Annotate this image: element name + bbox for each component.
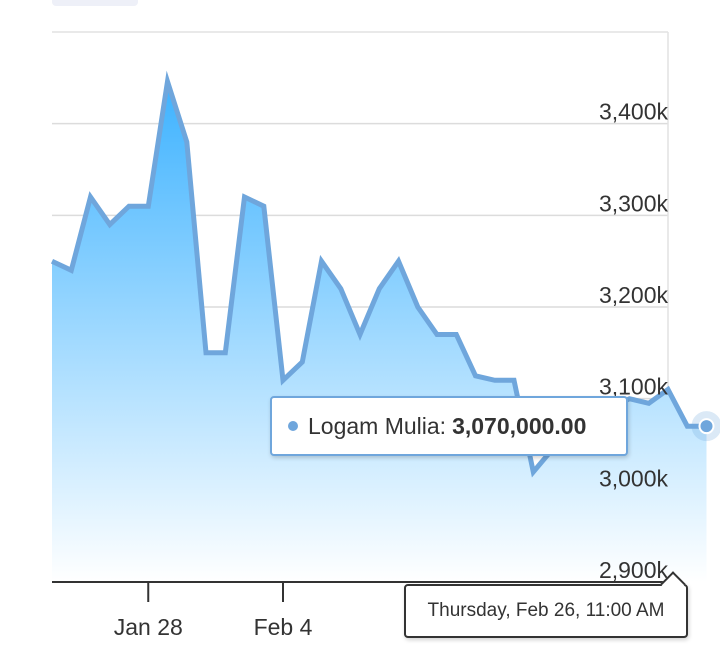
series-marker-dot (288, 421, 298, 431)
data-point (377, 287, 381, 291)
hover-marker[interactable] (698, 418, 715, 435)
x-tick-label: Jan 28 (114, 614, 183, 640)
data-point (108, 223, 112, 227)
data-point (531, 470, 535, 474)
data-point (146, 204, 150, 208)
data-point (89, 195, 93, 199)
range-selector-button[interactable] (52, 0, 138, 6)
y-tick-label: 3,400k (599, 99, 669, 125)
data-point (127, 204, 131, 208)
data-point (204, 351, 208, 355)
series-area-fill (52, 81, 707, 582)
data-point (358, 333, 362, 337)
data-point (454, 333, 458, 337)
y-tick-label: 3,200k (599, 282, 669, 308)
data-point (339, 287, 343, 291)
data-point (512, 378, 516, 382)
series-tooltip: Logam Mulia: 3,070,000.00 (270, 396, 628, 456)
data-point (300, 360, 304, 364)
x-tick-label: Feb 4 (254, 614, 313, 640)
data-point (243, 195, 247, 199)
data-point (262, 204, 266, 208)
data-point (435, 333, 439, 337)
tooltip-date: Thursday, Feb 26, 11:00 AM (427, 600, 665, 621)
y-tick-label: 3,300k (599, 190, 669, 216)
data-point (320, 259, 324, 263)
data-point (281, 378, 285, 382)
tooltip-series-name: Logam Mulia: (308, 412, 447, 439)
y-tick-label: 3,100k (599, 374, 669, 400)
data-point (474, 374, 478, 378)
tooltip-value: 3,070,000.00 (452, 412, 587, 439)
data-point (223, 351, 227, 355)
y-tick-label: 3,000k (599, 465, 669, 491)
data-point (166, 80, 170, 84)
data-point (69, 268, 73, 272)
data-point (185, 140, 189, 144)
data-point (50, 259, 54, 263)
data-point (685, 424, 689, 428)
data-point (416, 305, 420, 309)
data-point (647, 401, 651, 405)
y-tick-label: 2,900k (599, 557, 669, 583)
data-point (397, 259, 401, 263)
date-tooltip: Thursday, Feb 26, 11:00 AM (404, 571, 688, 638)
data-point (493, 378, 497, 382)
